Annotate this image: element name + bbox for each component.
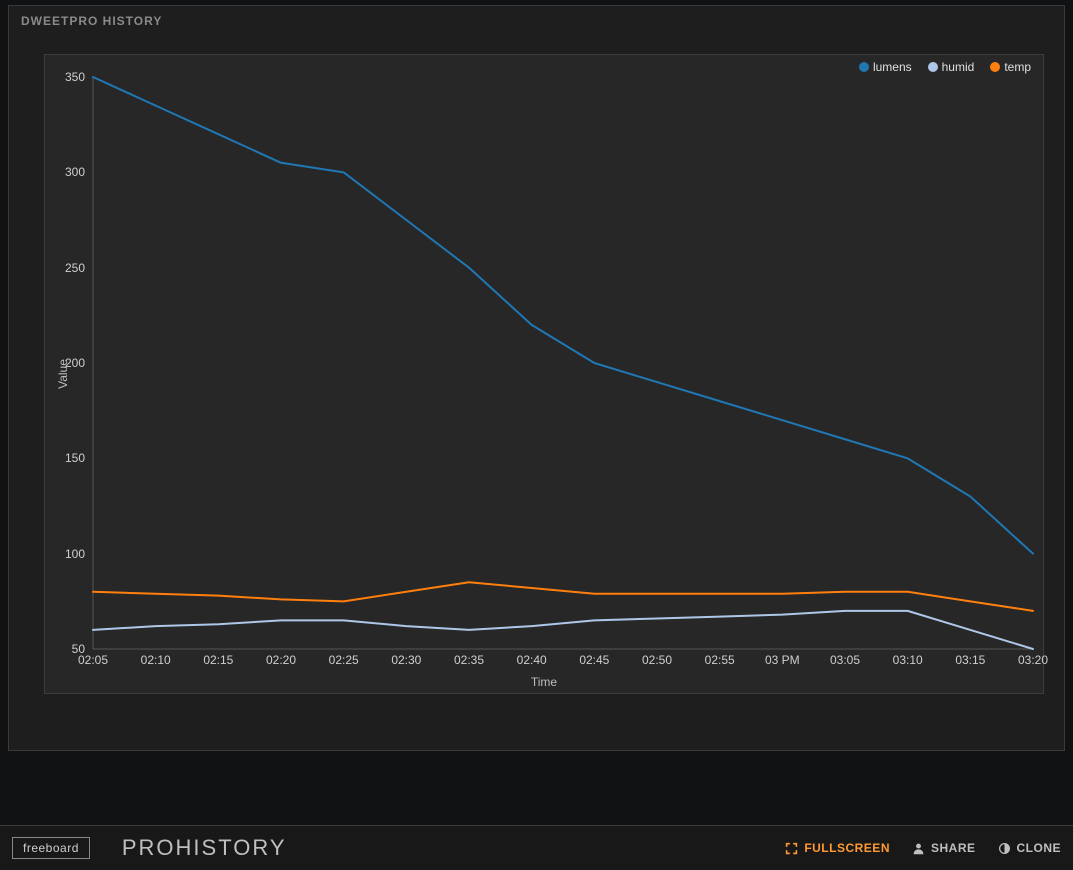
freeboard-logo[interactable]: freeboard (12, 837, 90, 859)
y-tick: 350 (57, 70, 85, 84)
x-tick: 03:15 (955, 653, 985, 667)
share-button[interactable]: SHARE (912, 841, 976, 855)
x-tick: 03 PM (765, 653, 800, 667)
x-tick: 02:30 (391, 653, 421, 667)
share-label: SHARE (931, 841, 976, 855)
y-tick: 150 (57, 451, 85, 465)
y-tick: 200 (57, 356, 85, 370)
clone-button[interactable]: CLONE (998, 841, 1062, 855)
fullscreen-label: FULLSCREEN (804, 841, 890, 855)
y-tick: 250 (57, 261, 85, 275)
x-tick: 02:45 (579, 653, 609, 667)
x-tick: 02:25 (329, 653, 359, 667)
x-tick: 02:35 (454, 653, 484, 667)
y-tick: 300 (57, 165, 85, 179)
x-tick: 02:50 (642, 653, 672, 667)
contrast-icon (998, 842, 1011, 855)
footer-bar: freeboard PROHISTORY FULLSCREEN SHARE (0, 825, 1073, 870)
x-tick: 03:20 (1018, 653, 1048, 667)
fullscreen-button[interactable]: FULLSCREEN (785, 841, 890, 855)
panel-title: DWEETPRO HISTORY (21, 14, 162, 28)
x-tick: 03:05 (830, 653, 860, 667)
x-tick: 02:05 (78, 653, 108, 667)
y-tick: 100 (57, 547, 85, 561)
history-panel: DWEETPRO HISTORY lumens humid temp Value… (8, 5, 1065, 751)
chart-svg (45, 55, 1045, 695)
x-tick: 02:15 (203, 653, 233, 667)
history-chart: lumens humid temp Value Time 50100150200… (44, 54, 1044, 694)
x-tick: 02:55 (705, 653, 735, 667)
fullscreen-icon (785, 842, 798, 855)
x-tick: 02:40 (517, 653, 547, 667)
board-name: PROHISTORY (122, 835, 287, 861)
clone-label: CLONE (1017, 841, 1062, 855)
x-tick: 02:20 (266, 653, 296, 667)
x-tick: 02:10 (141, 653, 171, 667)
x-tick: 03:10 (893, 653, 923, 667)
person-icon (912, 842, 925, 855)
footer-actions: FULLSCREEN SHARE CLONE (785, 841, 1061, 855)
